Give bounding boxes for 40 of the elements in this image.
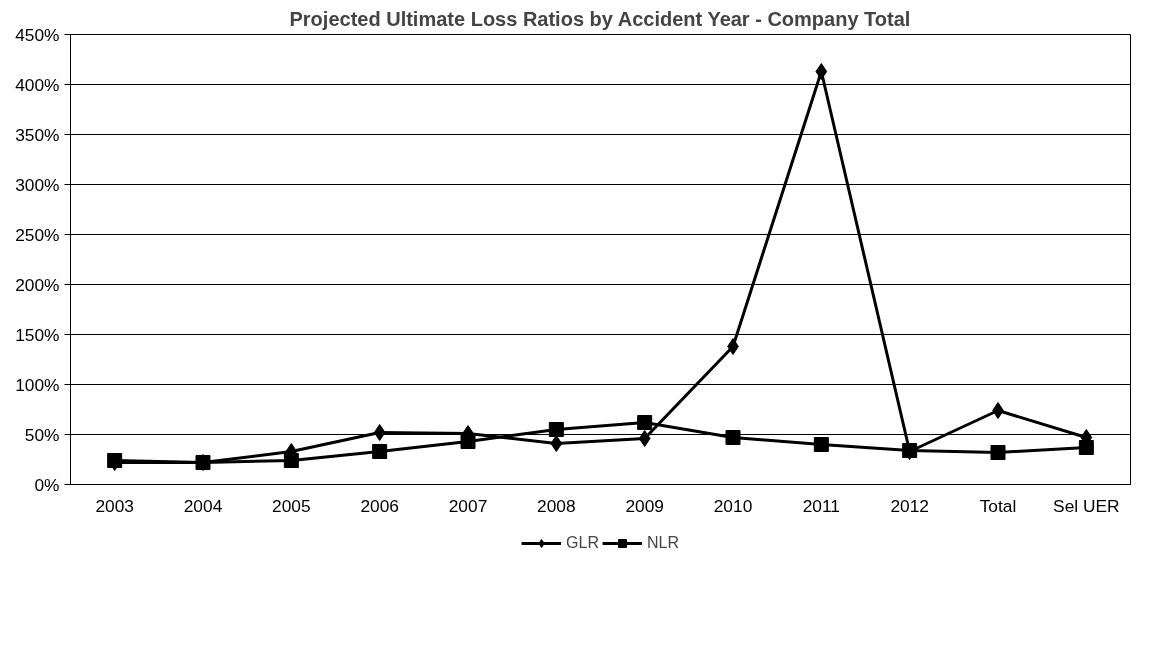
point <box>638 430 651 447</box>
x-tick-label: 2009 <box>625 495 664 516</box>
point <box>815 63 828 80</box>
point <box>283 453 299 468</box>
x-tick-label: 2011 <box>802 495 840 516</box>
y-tick-label: 200% <box>15 274 60 295</box>
x-tick-label: Total <box>979 495 1017 516</box>
y-tick-label: 100% <box>15 374 60 395</box>
y-tick-label: 450% <box>15 24 60 45</box>
x-tick-label: Sel UER <box>1053 495 1120 516</box>
point <box>460 434 476 449</box>
y-tick-label: 50% <box>24 424 60 445</box>
legend-label: NLR <box>646 534 679 552</box>
point <box>373 424 386 441</box>
x-tick-label: 2012 <box>890 495 929 516</box>
x-tick-label: 2004 <box>183 495 223 516</box>
y-tick-label: 300% <box>15 174 60 195</box>
point <box>372 444 388 459</box>
point <box>637 415 653 430</box>
x-tick-label: 2006 <box>360 495 399 516</box>
x-tick-label: 2007 <box>448 495 488 516</box>
y-tick-label: 350% <box>15 124 60 145</box>
point <box>992 402 1004 419</box>
point <box>1078 440 1094 455</box>
y-tick-label: 150% <box>15 324 60 345</box>
legend-label: GLR <box>566 534 599 552</box>
chart-title: Projected Ultimate Loss Ratios by Accident Year - Company Total <box>289 7 911 30</box>
y-tick-label: 0% <box>34 474 60 495</box>
x-tick-label: 2010 <box>713 495 753 516</box>
point <box>725 430 741 445</box>
point <box>727 338 739 355</box>
point <box>550 435 563 452</box>
point <box>813 437 829 452</box>
y-tick-label: 400% <box>15 74 60 95</box>
x-tick-label: 2005 <box>272 495 311 516</box>
y-tick-label: 250% <box>15 224 60 245</box>
point <box>548 422 564 437</box>
x-tick-label: 2003 <box>95 495 134 516</box>
x-tick-label: 2008 <box>537 495 576 516</box>
point <box>990 445 1006 460</box>
